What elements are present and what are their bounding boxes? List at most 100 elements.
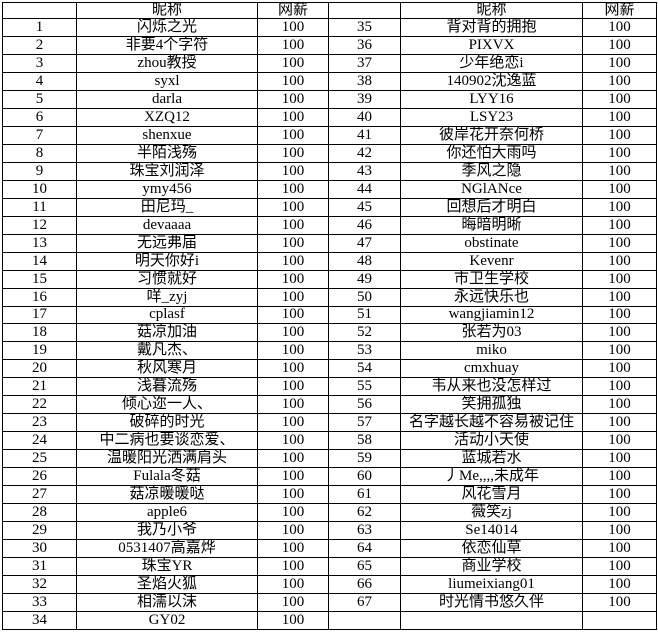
nickname-cell: Kevenr bbox=[400, 251, 583, 271]
rank-cell: 37 bbox=[328, 53, 401, 73]
table-row: 23 破碎的时光 100 57 名字越长越不容易被记住 100 bbox=[2, 413, 657, 433]
rank-cell: 12 bbox=[2, 215, 77, 235]
table-row: 19 戴凡杰、 100 53 miko 100 bbox=[2, 341, 657, 361]
table-row: 11 田尼玛_ 100 45 回想后才明白 100 bbox=[2, 197, 657, 217]
salary-cell: 100 bbox=[582, 233, 657, 253]
salary-cell: 100 bbox=[582, 161, 657, 181]
table-row: 16 咩_zyj 100 50 永远快乐也 100 bbox=[2, 287, 657, 307]
salary-cell: 100 bbox=[257, 53, 329, 73]
rank-cell: 59 bbox=[328, 449, 401, 469]
rank-cell: 21 bbox=[2, 377, 77, 397]
table-row: 1 闪烁之光 100 35 背对背的拥抱 100 bbox=[2, 18, 657, 37]
nickname-cell: 少年绝恋i bbox=[400, 53, 583, 73]
nickname-cell: liumeixiang01 bbox=[400, 575, 583, 594]
table-row: 33 相濡以沫 100 67 时光情书悠久伴 100 bbox=[2, 593, 657, 612]
nickname-column-header-right: 昵称 bbox=[400, 2, 583, 19]
nickname-cell: 戴凡杰、 bbox=[76, 341, 258, 361]
salary-cell: 100 bbox=[582, 557, 657, 577]
table-row: 8 半陌浅殇 100 42 你还怕大雨吗 100 bbox=[2, 143, 657, 163]
salary-cell: 100 bbox=[257, 18, 329, 37]
table-row: 31 珠宝YR 100 65 商业学校 100 bbox=[2, 557, 657, 577]
table-row: 21 浅暮流殇 100 55 韦从来也没怎样过 100 bbox=[2, 377, 657, 397]
salary-cell: 100 bbox=[582, 485, 657, 505]
salary-cell: 100 bbox=[582, 431, 657, 451]
table-row: 2 非要4个字符 100 36 PIXVX 100 bbox=[2, 35, 657, 55]
salary-cell bbox=[582, 610, 657, 631]
nickname-cell: 风花雪月 bbox=[400, 485, 583, 505]
nickname-cell: 市卫生学校 bbox=[400, 269, 583, 289]
nickname-cell: 背对背的拥抱 bbox=[400, 18, 583, 37]
nickname-cell: XZQ12 bbox=[76, 107, 258, 127]
salary-cell: 100 bbox=[257, 431, 329, 451]
nickname-cell: 季风之隐 bbox=[400, 161, 583, 181]
rank-cell: 56 bbox=[328, 395, 401, 415]
table-row: 24 中二病也要谈恋爱、 100 58 活动小天使 100 bbox=[2, 431, 657, 451]
salary-cell: 100 bbox=[257, 233, 329, 253]
rank-cell: 36 bbox=[328, 35, 401, 55]
rank-cell: 1 bbox=[2, 18, 77, 37]
rank-cell: 54 bbox=[328, 359, 401, 379]
nickname-cell: 中二病也要谈恋爱、 bbox=[76, 431, 258, 451]
salary-cell: 100 bbox=[257, 539, 329, 559]
table-row: 22 倾心迩一人、 100 56 笑拥孤独 100 bbox=[2, 395, 657, 415]
nickname-cell: apple6 bbox=[76, 503, 258, 523]
salary-cell: 100 bbox=[582, 323, 657, 343]
table-row: 5 darla 100 39 LYY16 100 bbox=[2, 89, 657, 109]
salary-cell: 100 bbox=[582, 35, 657, 55]
nickname-cell: 依恋仙草 bbox=[400, 539, 583, 559]
rank-cell: 66 bbox=[328, 575, 401, 594]
rank-cell: 48 bbox=[328, 251, 401, 271]
rank-cell: 60 bbox=[328, 467, 401, 487]
salary-cell: 100 bbox=[257, 89, 329, 109]
salary-cell: 100 bbox=[257, 359, 329, 379]
salary-cell: 100 bbox=[257, 251, 329, 271]
rank-cell: 63 bbox=[328, 521, 401, 541]
table-row: 34 GY02 100 bbox=[2, 610, 657, 631]
nickname-cell: 倾心迩一人、 bbox=[76, 395, 258, 415]
salary-cell: 100 bbox=[257, 521, 329, 541]
rank-cell: 55 bbox=[328, 377, 401, 397]
rank-cell: 41 bbox=[328, 125, 401, 145]
rank-cell: 2 bbox=[2, 35, 77, 55]
nickname-cell: syxl bbox=[76, 71, 258, 91]
rank-cell: 47 bbox=[328, 233, 401, 253]
nickname-cell: devaaaa bbox=[76, 215, 258, 235]
nickname-cell: miko bbox=[400, 341, 583, 361]
rank-cell: 11 bbox=[2, 197, 77, 217]
rank-cell: 23 bbox=[2, 413, 77, 433]
salary-cell: 100 bbox=[582, 197, 657, 217]
salary-cell: 100 bbox=[582, 341, 657, 361]
rank-cell: 32 bbox=[2, 575, 77, 594]
salary-cell: 100 bbox=[257, 575, 329, 594]
salary-cell: 100 bbox=[582, 53, 657, 73]
salary-cell: 100 bbox=[582, 377, 657, 397]
rank-cell: 62 bbox=[328, 503, 401, 523]
rank-cell: 58 bbox=[328, 431, 401, 451]
salary-cell: 100 bbox=[582, 215, 657, 235]
salary-cell: 100 bbox=[582, 593, 657, 612]
nickname-cell: cmxhuay bbox=[400, 359, 583, 379]
salary-column-header-left: 网薪 bbox=[257, 2, 329, 19]
salary-cell: 100 bbox=[257, 71, 329, 91]
nickname-cell: 永远快乐也 bbox=[400, 287, 583, 307]
rank-cell: 5 bbox=[2, 89, 77, 109]
table-row: 32 圣焰火狐 100 66 liumeixiang01 100 bbox=[2, 575, 657, 594]
nickname-cell: 时光情书悠久伴 bbox=[400, 593, 583, 612]
rank-cell: 44 bbox=[328, 179, 401, 199]
rank-cell: 7 bbox=[2, 125, 77, 145]
rank-cell: 26 bbox=[2, 467, 77, 487]
rank-cell: 34 bbox=[2, 610, 77, 631]
salary-cell: 100 bbox=[582, 143, 657, 163]
nickname-cell: darla bbox=[76, 89, 258, 109]
nickname-cell bbox=[400, 610, 583, 631]
index-column-header-right bbox=[328, 2, 401, 19]
rank-cell: 20 bbox=[2, 359, 77, 379]
rank-cell: 29 bbox=[2, 521, 77, 541]
nickname-cell: 140902沈逸蓝 bbox=[400, 71, 583, 91]
salary-cell: 100 bbox=[257, 179, 329, 199]
rank-cell: 15 bbox=[2, 269, 77, 289]
nickname-cell: 田尼玛_ bbox=[76, 197, 258, 217]
salary-cell: 100 bbox=[582, 395, 657, 415]
nickname-cell: 韦从来也没怎样过 bbox=[400, 377, 583, 397]
salary-cell: 100 bbox=[257, 449, 329, 469]
